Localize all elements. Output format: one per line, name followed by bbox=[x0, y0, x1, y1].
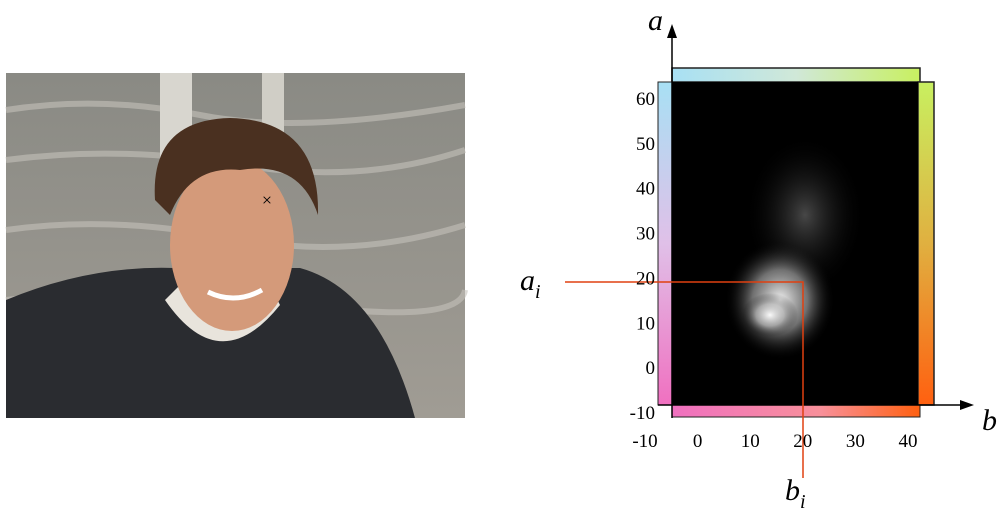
histogram-core bbox=[742, 293, 798, 337]
b-tick-label: -10 bbox=[632, 431, 657, 452]
a-tick-label: 20 bbox=[636, 268, 655, 289]
a-tick-label: 10 bbox=[636, 313, 655, 334]
a-tick-label: 0 bbox=[646, 358, 656, 379]
b-tick-label: 10 bbox=[741, 431, 760, 452]
frame-top bbox=[671, 67, 921, 83]
marker-b-base: b bbox=[785, 474, 800, 507]
marker-a: ai bbox=[520, 264, 541, 303]
b-tick-label: 40 bbox=[899, 431, 918, 452]
photo-mark: × bbox=[262, 190, 272, 210]
b-tick-label: 0 bbox=[693, 431, 703, 452]
b-arrow bbox=[960, 400, 974, 410]
a-tick-label: 40 bbox=[636, 179, 655, 200]
marker-a-base: a bbox=[520, 264, 535, 297]
photo: × bbox=[5, 73, 468, 418]
a-tick-label: 30 bbox=[636, 224, 655, 245]
b-tick-label: 30 bbox=[846, 431, 865, 452]
a-tick-label: 60 bbox=[636, 89, 655, 110]
frame-bottom bbox=[671, 404, 921, 418]
marker-lines bbox=[565, 281, 804, 478]
ticks: -10 0 10 20 30 40 50 60 -10 0 10 20 30 40 bbox=[630, 89, 918, 452]
a-arrow bbox=[667, 24, 677, 38]
marker-b-sub: i bbox=[800, 491, 806, 512]
a-tick-label: -10 bbox=[630, 403, 655, 424]
frame-right bbox=[917, 81, 935, 406]
marker-b: bi bbox=[785, 474, 806, 512]
frame-left bbox=[657, 81, 673, 406]
a-axis-label: a bbox=[648, 4, 663, 37]
b-axis-label: b bbox=[982, 404, 997, 437]
b-tick-label: 20 bbox=[793, 431, 812, 452]
a-tick-label: 50 bbox=[636, 134, 655, 155]
marker-a-sub: i bbox=[535, 281, 541, 303]
